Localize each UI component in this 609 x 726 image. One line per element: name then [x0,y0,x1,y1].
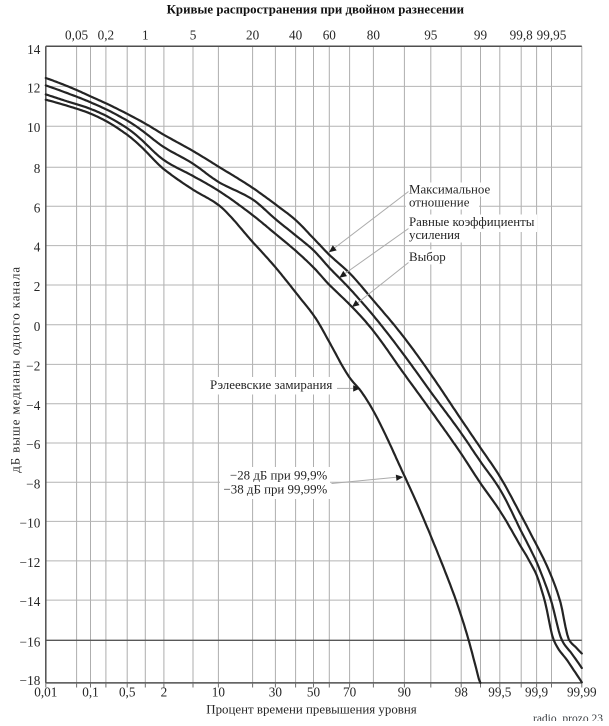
svg-text:дБ выше медианы одного канала: дБ выше медианы одного канала [8,267,22,473]
svg-text:80: 80 [367,28,381,43]
svg-text:4: 4 [34,240,41,255]
svg-text:99,9: 99,9 [525,685,548,700]
svg-text:0,05: 0,05 [65,28,88,43]
svg-text:Рэлеевские замирания: Рэлеевские замирания [210,378,332,392]
svg-text:−8: −8 [26,476,40,491]
svg-text:8: 8 [34,161,41,176]
svg-text:Выбор: Выбор [409,250,446,264]
svg-text:Кривые распространения при дво: Кривые распространения при двойном разне… [167,2,465,16]
svg-text:99: 99 [474,28,488,43]
svg-text:14: 14 [27,42,41,57]
svg-text:1: 1 [142,28,149,43]
svg-text:0,01: 0,01 [34,685,57,700]
svg-text:0,5: 0,5 [119,685,136,700]
svg-text:60: 60 [323,28,337,43]
svg-text:99,99: 99,99 [567,685,597,700]
svg-text:99,95: 99,95 [537,28,567,43]
svg-text:−4: −4 [26,398,40,413]
svg-text:Процент времени превышения уро: Процент времени превышения уровня [206,703,416,717]
svg-text:95: 95 [424,28,438,43]
svg-text:−12: −12 [20,555,41,570]
svg-text:−28 дБ при 99,9%: −28 дБ при 99,9% [230,469,328,483]
svg-text:99,5: 99,5 [488,685,511,700]
svg-text:Равные коэффициенты: Равные коэффициенты [409,215,535,229]
svg-text:2: 2 [34,279,41,294]
svg-text:−6: −6 [26,437,40,452]
svg-text:10: 10 [212,685,226,700]
svg-text:−18: −18 [20,673,41,688]
svg-text:0,2: 0,2 [98,28,114,43]
svg-text:5: 5 [190,28,197,43]
svg-text:70: 70 [343,685,357,700]
svg-text:−10: −10 [20,515,41,530]
svg-text:6: 6 [34,200,41,215]
svg-text:усиления: усиления [409,228,460,242]
svg-text:−38 дБ при 99,99%: −38 дБ при 99,99% [224,483,328,497]
svg-text:отношение: отношение [409,196,470,210]
svg-text:12: 12 [27,80,40,95]
svg-text:−2: −2 [26,358,40,373]
svg-text:50: 50 [307,685,321,700]
svg-text:0,1: 0,1 [82,685,98,700]
svg-text:98: 98 [455,685,469,700]
svg-text:99,8: 99,8 [510,28,533,43]
svg-text:90: 90 [398,685,412,700]
svg-text:30: 30 [269,685,283,700]
svg-text:0: 0 [34,319,41,334]
svg-text:Максимальное: Максимальное [409,183,490,197]
svg-text:2: 2 [161,685,168,700]
svg-text:20: 20 [246,28,260,43]
svg-text:radio_prozo 23: radio_prozo 23 [533,713,603,721]
svg-text:10: 10 [27,120,41,135]
svg-text:40: 40 [289,28,303,43]
svg-text:−14: −14 [20,594,41,609]
svg-text:−16: −16 [20,634,41,649]
